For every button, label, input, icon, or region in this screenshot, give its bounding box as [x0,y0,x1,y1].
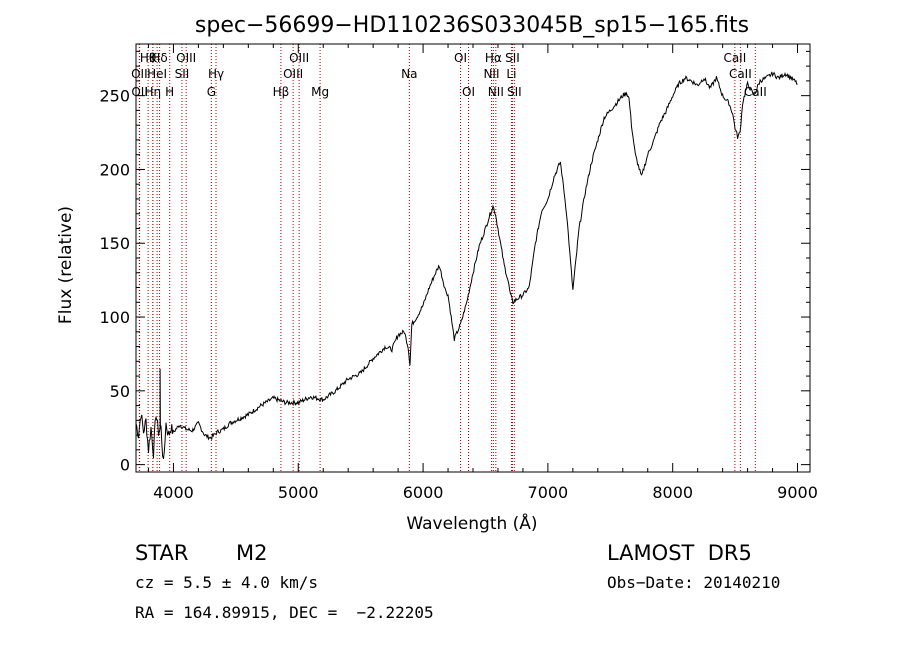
line-marker-label: Li [506,67,516,81]
plot-frame [135,43,811,473]
line-marker-label: SII [175,67,190,81]
line-marker-label: Na [401,67,417,81]
object-class: STAR [135,541,189,565]
line-marker-label: H [165,85,174,99]
y-tick-label: 200 [99,160,130,179]
y-tick-label: 100 [99,308,130,327]
line-marker-label: CaII [729,67,752,81]
line-marker-label: HeI [147,67,167,81]
line-marker-label: Hγ [208,67,224,81]
y-axis-ticks: 0 50 100 150 200 250 [99,50,810,475]
line-marker-label: OIII [289,51,309,65]
x-tick-label: 4000 [153,483,194,502]
line-marker-label: OIII [283,67,303,81]
line-marker-label: SII [505,51,520,65]
line-marker-label: OIII [176,51,196,65]
line-marker-label: CaII [723,51,746,65]
line-marker-label: G [207,85,216,99]
y-tick-label: 50 [110,382,130,401]
x-axis-label: Wavelength (Å) [406,512,537,534]
line-marker-label: Hη [145,85,162,99]
line-markers [138,44,756,472]
redshift-value: cz = 5.5 ± 4.0 km/s [135,573,319,592]
observation-date: Obs−Date: 20140210 [607,573,781,592]
object-subclass: M2 [236,541,268,565]
y-tick-label: 250 [99,87,130,106]
line-marker-label: OII [131,67,148,81]
line-marker-label: K [149,51,158,65]
line-marker-label: OI [462,85,475,99]
x-tick-label: 8000 [652,483,693,502]
line-marker-label: Mg [311,85,329,99]
x-axis-ticks: 4000 5000 6000 7000 8000 9000 [147,44,818,502]
y-tick-label: 0 [120,456,130,475]
spectrum-line [135,71,798,460]
line-marker-label: Hδ [151,51,167,65]
y-tick-label: 150 [99,234,130,253]
line-marker-label: SII [507,85,522,99]
line-marker-label: NII [483,67,499,81]
line-marker-label: Hβ [273,85,290,99]
line-marker-label: NII [488,85,504,99]
x-tick-label: 5000 [278,483,319,502]
survey-label: LAMOST DR5 [607,541,752,565]
chart-title: spec−56699−HD110236S033045B_sp15−165.fit… [195,13,749,38]
y-axis-label: Flux (relative) [56,206,76,324]
x-tick-label: 9000 [777,483,818,502]
line-marker-label: CaII [744,85,767,99]
x-tick-label: 6000 [403,483,444,502]
coordinates: RA = 164.89915, DEC = −2.22205 [135,603,434,622]
x-tick-label: 7000 [528,483,569,502]
line-marker-label: Hθ [140,51,156,65]
line-marker-label: Hα [485,51,502,65]
line-marker-label: OI [454,51,467,65]
